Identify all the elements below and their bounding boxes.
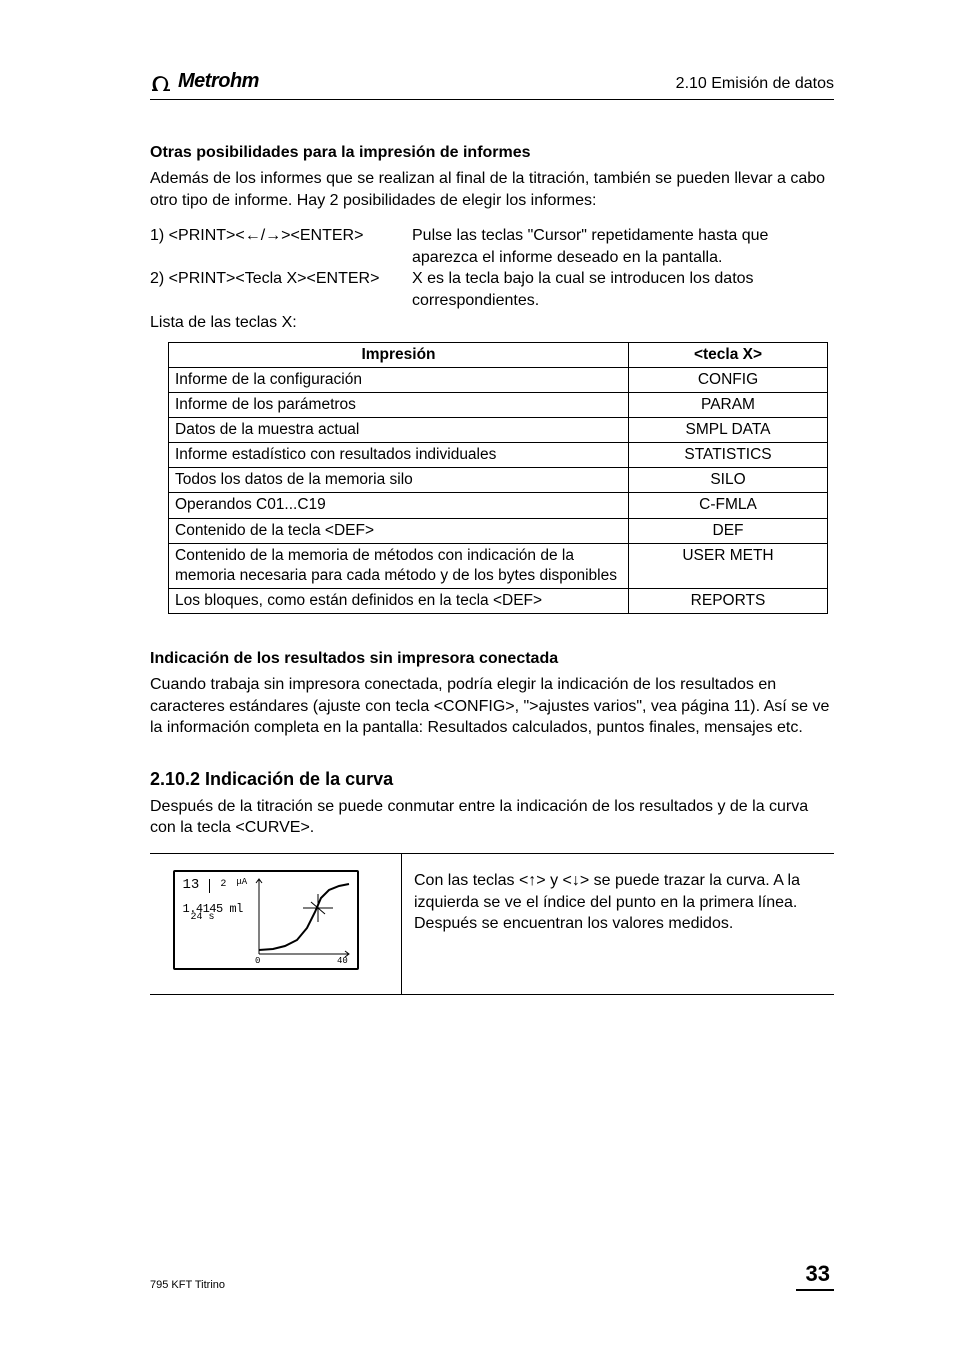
curve-block: 13 2 μA 1.4145 ml 24 s 0 40 Con las tecl…: [150, 853, 834, 995]
table-row: Informe de la configuraciónCONFIG: [169, 367, 828, 392]
table-cell-tecla: REPORTS: [629, 588, 828, 613]
table-row: Contenido de la tecla <DEF>DEF: [169, 518, 828, 543]
print-option-2-desc: X es la tecla bajo la cual se introducen…: [412, 268, 834, 311]
brand-name: Metrohm: [178, 70, 259, 93]
print-option-1-keys: 1) <PRINT><←/→><ENTER>: [150, 225, 412, 268]
table-cell-tecla: PARAM: [629, 392, 828, 417]
table-row: Informe de los parámetrosPARAM: [169, 392, 828, 417]
table-cell-impresion: Datos de la muestra actual: [169, 417, 629, 442]
lcd-index: 13: [183, 878, 200, 892]
table-cell-impresion: Todos los datos de la memoria silo: [169, 468, 629, 493]
table-cell-impresion: Contenido de la tecla <DEF>: [169, 518, 629, 543]
lcd-axis-zero: 0: [255, 956, 260, 964]
header-section-ref: 2.10 Emisión de datos: [676, 75, 834, 93]
brand-logo: Metrohm: [150, 70, 259, 93]
table-row: Operandos C01...C19C-FMLA: [169, 493, 828, 518]
print-option-2: 2) <PRINT><Tecla X><ENTER> X es la tecla…: [150, 268, 834, 311]
lcd-curve-graph: 0 40: [253, 878, 353, 964]
para-curve-intro: Después de la titración se puede conmuta…: [150, 796, 834, 839]
lcd-axis-end: 40: [337, 956, 348, 964]
table-cell-tecla: SILO: [629, 468, 828, 493]
lcd-display: 13 2 μA 1.4145 ml 24 s 0 40: [173, 870, 359, 970]
table-row: Los bloques, como están definidos en la …: [169, 588, 828, 613]
table-cell-impresion: Informe estadístico con resultados indiv…: [169, 443, 629, 468]
table-cell-tecla: USER METH: [629, 543, 828, 588]
print-option-1-desc: Pulse las teclas "Cursor" repetidamente …: [412, 225, 834, 268]
table-cell-tecla: CONFIG: [629, 367, 828, 392]
col-header-impresion: Impresión: [169, 342, 629, 367]
curve-description: Con las teclas <↑> y <↓> se puede trazar…: [402, 854, 834, 994]
table-cell-impresion: Informe de la configuración: [169, 367, 629, 392]
table-cell-impresion: Informe de los parámetros: [169, 392, 629, 417]
heading-otras-posibilidades: Otras posibilidades para la impresión de…: [150, 144, 834, 162]
heading-2-10-2: 2.10.2 Indicación de la curva: [150, 769, 834, 790]
list-label: Lista de las teclas X:: [150, 314, 834, 332]
curve-lcd-cell: 13 2 μA 1.4145 ml 24 s 0 40: [150, 854, 402, 994]
metrohm-omega-icon: [150, 73, 172, 91]
table-cell-tecla: C-FMLA: [629, 493, 828, 518]
intro-paragraph: Además de los informes que se realizan a…: [150, 168, 834, 211]
col-header-tecla: <tecla X>: [629, 342, 828, 367]
lcd-separator: [209, 879, 210, 893]
table-cell-tecla: STATISTICS: [629, 443, 828, 468]
table-cell-tecla: SMPL DATA: [629, 417, 828, 442]
table-row: Contenido de la memoria de métodos con i…: [169, 543, 828, 588]
page-header: Metrohm 2.10 Emisión de datos: [150, 70, 834, 100]
para-sin-impresora: Cuando trabaja sin impresora conectada, …: [150, 674, 834, 739]
lcd-axis-zero-top: 2: [220, 880, 226, 890]
table-cell-tecla: DEF: [629, 518, 828, 543]
table-cell-impresion: Los bloques, como están definidos en la …: [169, 588, 629, 613]
footer-model: 795 KFT Titrino: [150, 1279, 225, 1291]
table-cell-impresion: Operandos C01...C19: [169, 493, 629, 518]
print-option-2-keys: 2) <PRINT><Tecla X><ENTER>: [150, 268, 412, 311]
print-option-1: 1) <PRINT><←/→><ENTER> Pulse las teclas …: [150, 225, 834, 268]
heading-sin-impresora: Indicación de los resultados sin impreso…: [150, 650, 834, 668]
lcd-unit-top: μA: [236, 878, 247, 887]
key-table: Impresión <tecla X> Informe de la config…: [168, 342, 828, 615]
page-number: 33: [796, 1261, 834, 1291]
page-footer: 795 KFT Titrino 33: [150, 1261, 834, 1291]
table-row: Informe estadístico con resultados indiv…: [169, 443, 828, 468]
table-cell-impresion: Contenido de la memoria de métodos con i…: [169, 543, 629, 588]
table-row: Datos de la muestra actualSMPL DATA: [169, 417, 828, 442]
table-row: Todos los datos de la memoria siloSILO: [169, 468, 828, 493]
